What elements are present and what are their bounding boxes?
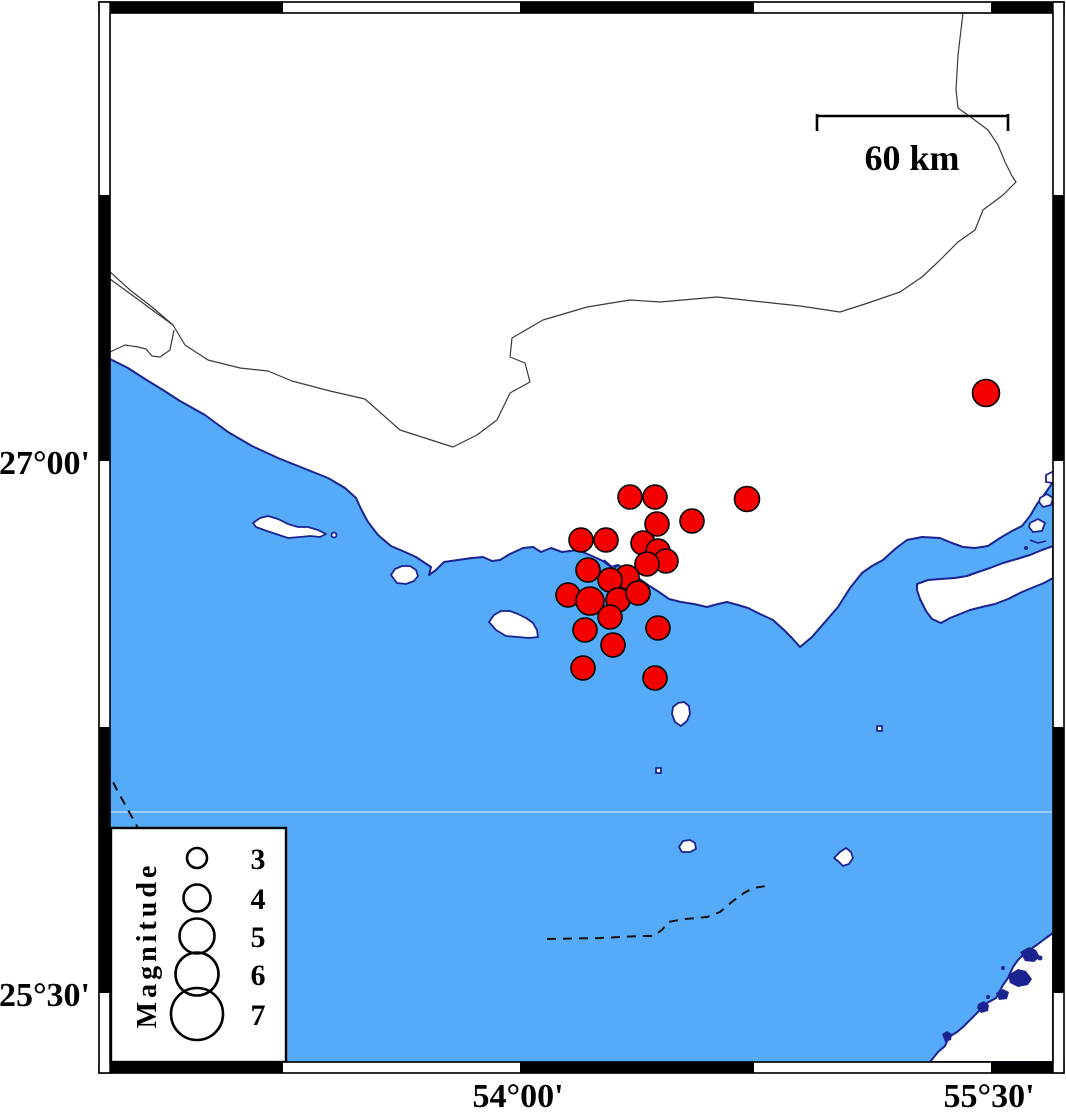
earthquake-marker: [971, 378, 1001, 408]
legend-magnitude-value: 4: [251, 883, 266, 916]
earthquake-marker: [575, 586, 605, 616]
earthquake-marker: [593, 527, 619, 553]
strait-islet-dot: [1024, 546, 1028, 550]
strait-shoal-line: [1029, 539, 1047, 544]
earthquake-marker: [572, 617, 598, 643]
scale-bar: 60 km: [815, 114, 1010, 178]
island-strait-2: [1028, 518, 1046, 533]
earthquake-marker: [617, 484, 643, 510]
legend-magnitude-value: 6: [251, 959, 266, 992]
legend-magnitude-circle: [182, 883, 212, 913]
island-lavan-islet: [330, 531, 338, 539]
island-hendurabi: [488, 610, 539, 639]
earthquake-marker: [679, 508, 705, 534]
legend-items: 3 4 5 6 7: [169, 843, 266, 1042]
islet-1: [655, 767, 662, 774]
lon-label-55-30: 55°30': [943, 1078, 1034, 1113]
earthquake-marker: [625, 580, 651, 606]
island-strait-3: [1045, 471, 1053, 484]
frame-black-segments: [99, 2, 1064, 1073]
legend-magnitude-value: 5: [251, 921, 266, 954]
island-lavan: [252, 515, 327, 539]
frame-outer-border: [98, 1, 1065, 1074]
qeshm-island: [916, 545, 1053, 624]
earthquake-epicenters: [555, 378, 1001, 691]
coastal-lagoons: [942, 947, 1043, 1042]
islands: [252, 471, 1053, 867]
legend-magnitude-circle: [174, 951, 220, 997]
legend-magnitude-circle: [169, 986, 225, 1042]
island-abu-musa: [833, 847, 854, 867]
earthquake-marker: [634, 551, 660, 577]
earthquake-marker: [642, 484, 668, 510]
legend-magnitude-value: 3: [251, 843, 266, 876]
lon-label-54: 54°00': [472, 1078, 563, 1113]
lat-label-25-30: 25°30': [0, 977, 90, 1014]
earthquake-marker: [570, 655, 596, 681]
island-strait-1: [1038, 493, 1053, 508]
island-forur: [671, 701, 691, 727]
islet-2: [876, 725, 883, 732]
axis-annotations: 27°00' 25°30' 54°00' 55°30': [0, 445, 1035, 1113]
magnitude-legend: Magnitude 3 4 5 6 7: [109, 826, 288, 1064]
island-kish: [390, 565, 419, 585]
earthquake-marker: [644, 511, 670, 537]
political-borders: [110, 13, 1017, 448]
lat-label-27: 27°00': [0, 445, 90, 482]
legend-magnitude-value: 7: [251, 999, 266, 1032]
earthquake-marker: [733, 485, 761, 513]
earthquake-marker: [575, 557, 601, 583]
earthquake-marker: [600, 632, 626, 658]
earthquake-marker: [642, 665, 668, 691]
sea-area: [110, 359, 1053, 1062]
earthquake-marker: [597, 604, 623, 630]
frame-inner-border: [109, 12, 1054, 1063]
legend-magnitude-circle: [185, 846, 209, 870]
earthquake-marker: [568, 527, 594, 553]
map-frame: [98, 1, 1065, 1074]
island-sirri: [678, 839, 697, 853]
earthquake-marker: [645, 615, 671, 641]
legend-title: Magnitude: [132, 862, 163, 1029]
scale-bar-bracket: [815, 114, 1010, 131]
scale-bar-label: 60 km: [864, 138, 959, 178]
maritime-boundary-south: [546, 885, 767, 940]
